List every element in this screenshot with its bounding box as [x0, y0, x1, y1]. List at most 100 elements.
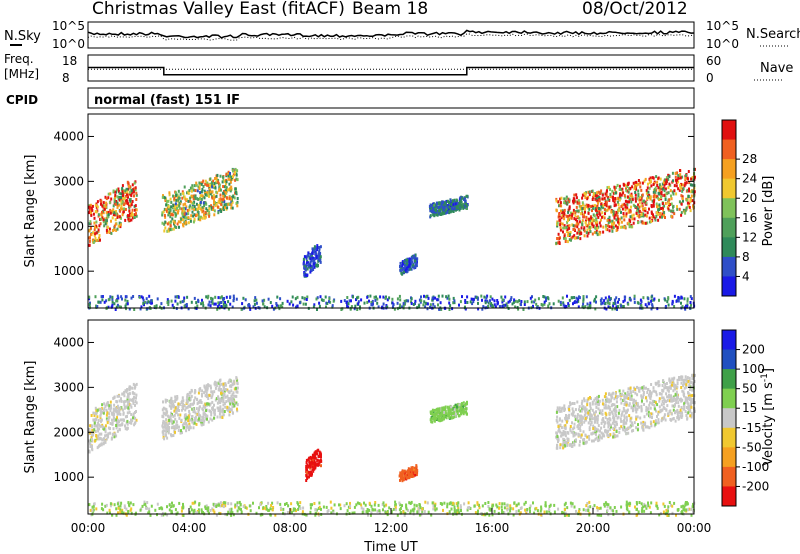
scatter-cell: [311, 265, 314, 269]
scatter-cell: [93, 428, 96, 432]
scatter-cell: [104, 404, 107, 408]
scatter-cell: [226, 202, 229, 206]
scatter-cell: [129, 192, 132, 196]
scatter-cell: [579, 237, 582, 241]
ground-scatter-cell: [523, 300, 526, 304]
scatter-cell: [647, 195, 650, 199]
scatter-cell: [193, 391, 196, 395]
scatter-cell: [675, 181, 678, 184]
scatter-cell: [615, 409, 618, 413]
scatter-cell: [193, 208, 196, 212]
scatter-cell: [557, 440, 559, 444]
scatter-cell: [96, 205, 99, 209]
ground-scatter-cell: [292, 303, 295, 307]
scatter-cell: [319, 260, 322, 264]
scatter-cell: [612, 408, 615, 412]
scatter-cell: [211, 400, 214, 404]
noise-search-series: [87, 33, 695, 41]
scatter-cell: [682, 187, 685, 191]
scatter-cell: [197, 217, 200, 221]
scatter-cell: [408, 468, 411, 471]
scatter-cell: [558, 213, 561, 217]
scatter-cell: [118, 195, 120, 199]
ground-scatter-cell: [608, 302, 611, 306]
scatter-cell: [212, 208, 214, 211]
scatter-cell: [584, 409, 587, 413]
scatter-cell: [164, 423, 166, 427]
scatter-cell: [628, 402, 631, 406]
scatter-cell: [603, 395, 606, 399]
scatter-cell: [656, 415, 658, 418]
scatter-cell: [206, 417, 208, 421]
scatter-cell: [591, 402, 594, 406]
scatter-cell: [643, 199, 645, 203]
scatter-cell: [116, 412, 119, 416]
scatter-cell: [564, 444, 567, 448]
scatter-cell: [680, 381, 683, 385]
scatter-cell: [654, 419, 657, 423]
scatter-cell: [592, 219, 595, 223]
ground-scatter-cell: [348, 299, 351, 303]
scatter-cell: [644, 213, 647, 217]
scatter-cell: [586, 217, 589, 221]
scatter-cell: [682, 199, 684, 203]
ground-scatter-cell: [125, 302, 128, 306]
scatter-cell: [685, 181, 688, 185]
scatter-cell: [118, 198, 121, 202]
ground-scatter-cell: [224, 301, 226, 304]
scatter-cell: [442, 204, 445, 208]
ground-scatter-cell: [255, 298, 258, 302]
scatter-cell: [568, 226, 571, 230]
ground-scatter-cell: [272, 307, 275, 311]
ground-scatter-cell: [176, 295, 178, 299]
scatter-cell: [98, 423, 101, 427]
scatter-cell: [190, 189, 193, 193]
scatter-cell: [649, 178, 652, 182]
ground-scatter-cell: [96, 305, 99, 308]
scatter-cell: [584, 195, 587, 199]
scatter-cell: [174, 417, 177, 421]
scatter-cell: [127, 195, 129, 199]
scatter-cell: [566, 215, 569, 219]
scatter-cell: [105, 437, 108, 441]
ground-scatter-cell: [392, 303, 395, 307]
scatter-cell: [304, 273, 307, 277]
scatter-cell: [176, 426, 179, 429]
scatter-cell: [433, 414, 435, 418]
freq-right-tick-top: 60: [706, 54, 721, 68]
scatter-cell: [102, 220, 105, 224]
ground-scatter-cell: [277, 304, 280, 308]
scatter-cell: [633, 386, 636, 390]
scatter-cell: [558, 218, 561, 222]
scatter-cell: [202, 417, 205, 421]
scatter-cell: [184, 408, 187, 412]
scatter-cell: [463, 197, 466, 201]
ground-scatter-cell: [153, 305, 156, 309]
scatter-cell: [94, 417, 97, 421]
ground-scatter-cell: [176, 302, 179, 306]
scatter-cell: [685, 206, 688, 210]
scatter-cell: [210, 396, 213, 400]
scatter-cell: [598, 199, 601, 203]
ground-scatter-cell: [572, 302, 574, 306]
scatter-cell: [571, 413, 574, 417]
scatter-cell: [198, 408, 200, 412]
scatter-cell: [224, 388, 227, 391]
freq-label-line1: Freq.: [4, 52, 34, 66]
scatter-cell: [192, 426, 195, 430]
scatter-cell: [127, 392, 129, 396]
scatter-cell: [556, 221, 559, 225]
scatter-cell: [173, 413, 176, 417]
scatter-cell: [221, 198, 224, 202]
scatter-cell: [433, 419, 436, 423]
scatter-cell: [679, 186, 682, 190]
scatter-cell: [89, 220, 92, 224]
scatter-cell: [611, 227, 614, 231]
scatter-cell: [632, 203, 635, 207]
scatter-cell: [183, 221, 186, 225]
scatter-cell: [317, 259, 320, 263]
scatter-cell: [189, 199, 192, 203]
scatter-cell: [657, 186, 660, 190]
ground-scatter-cell: [491, 297, 494, 301]
scatter-cell: [173, 219, 176, 223]
